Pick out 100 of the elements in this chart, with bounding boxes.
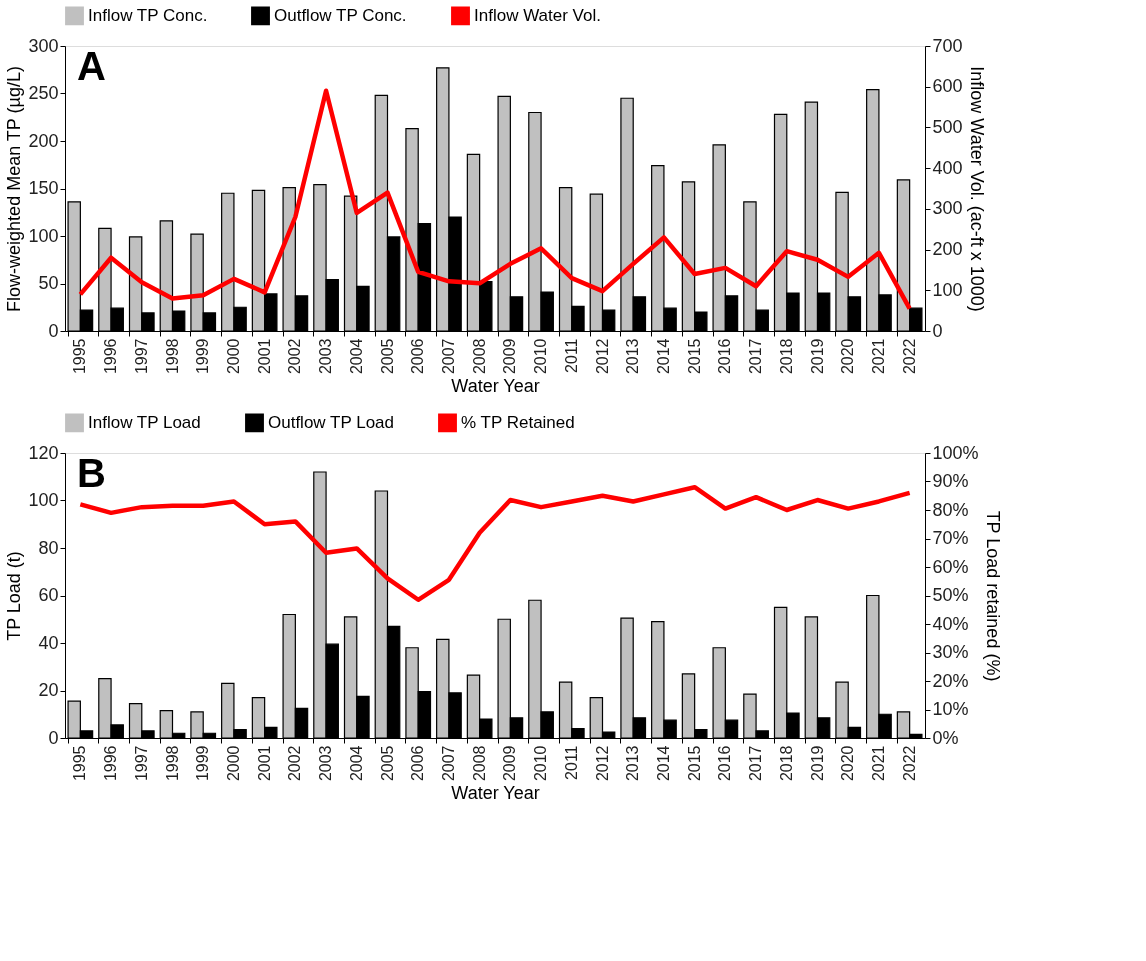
x-tick-label: 2010 (532, 745, 550, 782)
y2-tick-label: 200 (932, 239, 963, 260)
y2-tick-label: 60% (932, 556, 969, 577)
x-tick-label: 2016 (716, 338, 734, 375)
legend-label: Inflow TP Load (88, 412, 201, 432)
x-tick-label: 2008 (470, 338, 488, 375)
y2-tick-label: 700 (932, 35, 963, 56)
x-tick-label: 2015 (685, 338, 703, 375)
y2-axis-title: TP Load retained (%) (982, 510, 1003, 682)
y-tick-label: 100 (28, 490, 59, 510)
y-tick-label: 120 (28, 442, 59, 463)
x-tick-label: 2009 (501, 338, 519, 375)
x-tick-label: 1995 (71, 338, 89, 375)
y2-tick-label: 40% (932, 613, 969, 634)
legend-label: Inflow Water Vol. (474, 5, 601, 25)
x-tick-label: 2022 (900, 338, 918, 375)
x-tick-label: 2018 (777, 745, 795, 782)
x-tick-label: 2017 (747, 745, 765, 782)
x-tick-label: 2009 (501, 745, 519, 782)
x-tick-label: 1996 (102, 338, 120, 375)
x-tick-label: 2014 (654, 745, 672, 782)
x-axis-title: Water Year (451, 376, 540, 397)
x-tick-label: 2000 (224, 745, 242, 782)
x-tick-label: 1999 (194, 338, 212, 375)
y2-tick-label: 80% (932, 499, 969, 520)
x-tick-label: 2007 (439, 338, 457, 375)
x-tick-label: 2011 (562, 745, 580, 780)
x-tick-label: 2012 (593, 745, 611, 782)
x-tick-label: 2022 (900, 745, 918, 782)
y2-tick-label: 0 (932, 320, 943, 341)
annotation: A (77, 44, 106, 88)
x-tick-label: 2001 (255, 338, 273, 375)
y2-tick-label: 100 (932, 279, 963, 300)
y-tick-label: 40 (38, 632, 59, 653)
y-axis-title: TP Load (t) (4, 551, 25, 641)
y2-tick-label: 600 (932, 76, 963, 97)
x-tick-label: 1999 (194, 745, 212, 782)
y2-tick-label: 400 (932, 157, 963, 178)
y2-tick-label: 0% (932, 727, 959, 748)
x-tick-label: 1995 (71, 745, 89, 782)
y-tick-label: 80 (38, 537, 59, 558)
y-tick-label: 150 (28, 178, 59, 198)
x-tick-label: 1998 (163, 338, 181, 375)
x-tick-label: 2020 (839, 338, 857, 375)
x-tick-label: 2001 (255, 745, 273, 782)
y-tick-label: 50 (38, 273, 59, 293)
x-tick-label: 2003 (317, 338, 335, 375)
y-tick-label: 60 (38, 585, 59, 605)
x-tick-label: 2004 (347, 338, 365, 375)
y-tick-label: 200 (28, 130, 59, 151)
legend-label: Outflow TP Load (268, 412, 395, 432)
x-tick-label: 2016 (716, 745, 734, 782)
y2-tick-label: 70% (932, 528, 969, 548)
x-tick-label: 2007 (439, 745, 457, 782)
y2-tick-label: 100% (932, 442, 979, 463)
x-tick-label: 2006 (409, 338, 427, 375)
y-tick-label: 20 (38, 680, 59, 700)
x-tick-label: 2008 (470, 745, 488, 782)
y2-tick-label: 300 (932, 198, 963, 219)
x-tick-label: 1996 (102, 745, 120, 782)
y2-tick-label: 90% (932, 471, 969, 491)
x-tick-label: 2015 (685, 745, 703, 782)
y2-tick-label: 30% (932, 642, 969, 662)
y-axis-title: Flow-weighted Mean TP (µg/L) (4, 66, 25, 312)
x-tick-label: 1998 (163, 745, 181, 782)
y2-tick-label: 50% (932, 585, 969, 605)
y2-tick-label: 10% (932, 699, 969, 719)
y-tick-label: 0 (48, 320, 59, 341)
legend-label: % TP Retained (461, 412, 575, 432)
x-tick-label: 2014 (654, 338, 672, 375)
y-tick-label: 0 (48, 727, 59, 748)
y2-tick-label: 500 (932, 116, 963, 137)
x-tick-label: 2003 (317, 745, 335, 782)
x-tick-label: 2021 (869, 745, 887, 782)
x-tick-label: 2004 (347, 745, 365, 782)
y-tick-label: 300 (28, 35, 59, 56)
x-tick-label: 1997 (132, 745, 150, 782)
x-tick-label: 2017 (747, 338, 765, 375)
x-tick-label: 1997 (132, 338, 150, 375)
y2-tick-label: 20% (932, 670, 969, 691)
legend-label: Outflow TP Conc. (274, 5, 407, 25)
x-tick-label: 2018 (777, 338, 795, 375)
x-tick-label: 2010 (532, 338, 550, 375)
x-tick-label: 2005 (378, 745, 396, 782)
x-tick-label: 2005 (378, 338, 396, 375)
x-tick-label: 2019 (808, 745, 826, 782)
x-tick-label: 2011 (562, 338, 580, 373)
line-series (78, 88, 912, 311)
x-tick-label: 2020 (839, 745, 857, 782)
x-axis-title: Water Year (451, 783, 540, 804)
x-tick-label: 2013 (624, 338, 642, 375)
legend-label: Inflow TP Conc. (88, 5, 208, 25)
annotation: B (77, 451, 106, 495)
y-tick-label: 100 (28, 225, 59, 246)
y2-axis-title: Inflow Water Vol. (ac-ft x 1000) (966, 66, 987, 312)
x-tick-label: 2019 (808, 338, 826, 375)
y-tick-label: 250 (28, 83, 59, 103)
x-tick-label: 2006 (409, 745, 427, 782)
x-tick-label: 2012 (593, 338, 611, 375)
x-tick-label: 2002 (286, 338, 304, 375)
